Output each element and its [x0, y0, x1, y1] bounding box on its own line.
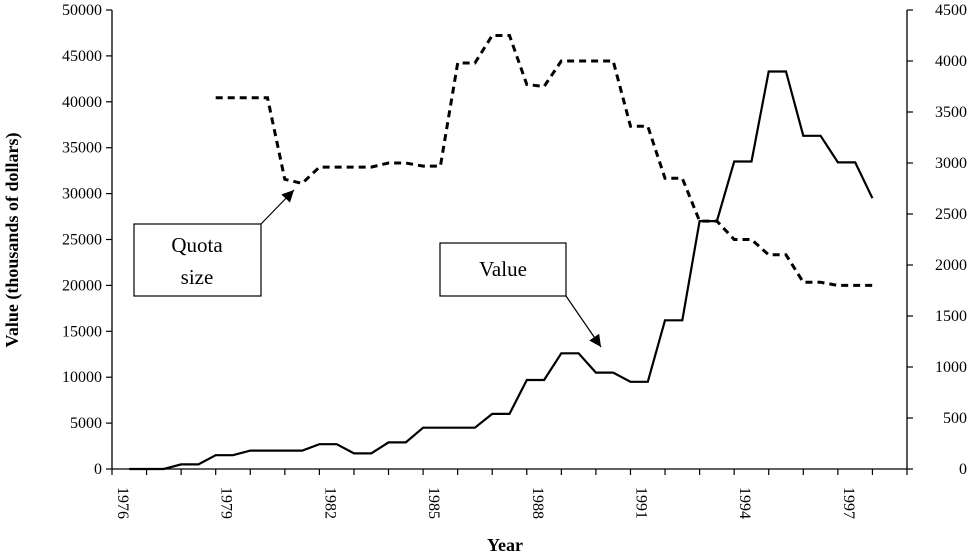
left-y-tick-label: 25000 — [62, 232, 102, 249]
left-y-tick-label: 20000 — [62, 277, 102, 294]
y-axis-title: Value (thousands of dollars) — [2, 133, 23, 348]
left-y-tick-label: 0 — [94, 461, 102, 478]
x-tick-label: 1988 — [529, 487, 546, 519]
x-tick-label: 1979 — [218, 487, 235, 519]
callout-box — [133, 223, 262, 297]
left-y-ticks: 0 5000 10000 15000 20000 25000 30000 35000 40000… — [62, 2, 112, 478]
callout-arrow — [260, 189, 295, 225]
x-tick-label: 1985 — [425, 487, 442, 519]
callout-quota-size: Quota size — [133, 189, 295, 297]
left-y-tick-label: 50000 — [62, 2, 102, 19]
left-y-tick-label: 30000 — [62, 186, 102, 203]
left-y-tick-label: 45000 — [62, 48, 102, 65]
callout-arrow — [565, 295, 602, 348]
series-line-quota-size — [215, 34, 873, 287]
x-ticks: 1976 1979 1982 1985 1988 1991 1994 1997 — [111, 469, 908, 519]
x-axis-title: Year — [487, 535, 523, 555]
x-tick-label: 1976 — [114, 487, 131, 519]
left-y-tick-label: 5000 — [70, 415, 102, 432]
callout-text-line-1: Value — [479, 257, 527, 281]
x-tick-label: 1991 — [632, 487, 649, 519]
right-y-tick-label: 3500 — [935, 104, 967, 121]
right-y-tick-label: 2500 — [935, 206, 967, 223]
right-y-tick-label: 500 — [943, 410, 967, 427]
right-y-tick-label: 1500 — [935, 308, 967, 325]
right-y-ticks: 0 500 1000 1500 2000 2500 3000 3500 4000 4500 — [907, 2, 967, 478]
right-y-tick-label: 0 — [959, 461, 967, 478]
left-y-tick-label: 40000 — [62, 94, 102, 111]
callout-box — [439, 242, 567, 297]
right-y-tick-label: 1000 — [935, 359, 967, 376]
x-tick-label: 1997 — [840, 487, 857, 519]
callout-text-line-1: Quota — [171, 233, 223, 257]
left-y-tick-label: 10000 — [62, 369, 102, 386]
x-tick-label: 1994 — [736, 487, 753, 519]
x-tick-label: 1982 — [321, 487, 338, 519]
right-y-tick-label: 4500 — [935, 2, 967, 19]
left-y-tick-label: 35000 — [62, 140, 102, 157]
callout-value: Value — [439, 242, 602, 348]
right-y-tick-label: 2000 — [935, 257, 967, 274]
right-y-tick-label: 3000 — [935, 155, 967, 172]
left-y-tick-label: 15000 — [62, 323, 102, 340]
right-y-tick-label: 4000 — [935, 53, 967, 70]
series-line-value — [129, 70, 874, 471]
callout-text-line-2: size — [181, 265, 214, 289]
